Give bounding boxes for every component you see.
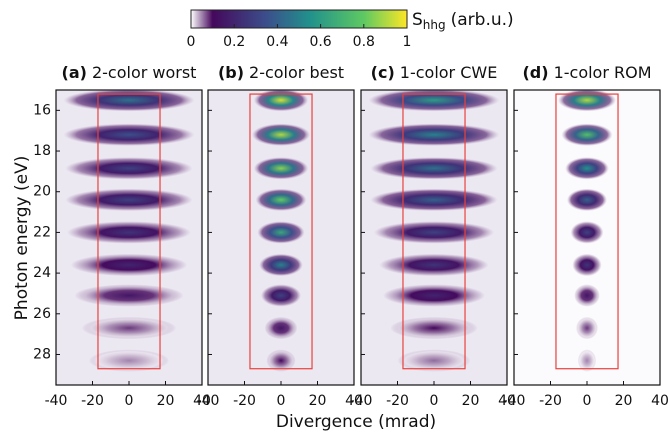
colorbar-tick-label: 0.8 <box>353 34 375 50</box>
y-tick-label: 22 <box>33 224 51 240</box>
colorbar-tick-label: 0.4 <box>266 34 288 50</box>
harmonic <box>253 90 309 112</box>
harmonic <box>255 188 307 212</box>
colorbar-tick-label: 1 <box>403 34 412 50</box>
harmonic <box>74 284 184 307</box>
roi-box <box>402 93 466 370</box>
colorbar <box>190 9 408 29</box>
y-tick-label: 18 <box>33 143 51 159</box>
panel-tag: (d) <box>522 63 548 82</box>
panel-name: 1-color CWE <box>400 63 498 82</box>
harmonic <box>264 316 298 340</box>
harmonic <box>566 188 608 212</box>
x-tick-label: -20 <box>81 393 104 409</box>
heatmap <box>368 90 500 372</box>
x-tick-label: -20 <box>539 393 562 409</box>
x-tick-label: 0 <box>125 393 134 409</box>
panel-tag: (c) <box>371 63 395 82</box>
harmonic <box>260 284 302 307</box>
harmonic <box>370 157 498 180</box>
colorbar-unit: (arb.u.) <box>451 10 514 30</box>
y-tick-label: 28 <box>33 346 51 362</box>
panel-name: 1-color ROM <box>554 63 652 82</box>
x-tick-label: 40 <box>651 393 669 409</box>
harmonic <box>251 123 311 146</box>
panel-tag: (b) <box>218 63 244 82</box>
harmonic <box>570 221 604 244</box>
x-tick-label: 0 <box>583 393 592 409</box>
harmonic <box>259 253 303 277</box>
harmonic <box>370 188 498 212</box>
heatmap <box>63 90 195 372</box>
x-axis-label: Divergence (mrad) <box>276 412 436 432</box>
y-axis-label: Photon energy (eV) <box>12 156 32 321</box>
x-tick-label: 20 <box>309 393 327 409</box>
colorbar-tick-label: 0.6 <box>309 34 331 50</box>
colorbar-tick-label: 0.2 <box>223 34 245 50</box>
y-tick-label: 16 <box>33 102 51 118</box>
colorbar-label: Shhg (arb.u.) <box>412 10 514 32</box>
harmonic <box>373 221 495 244</box>
harmonic <box>63 90 195 112</box>
x-tick-label: -20 <box>233 393 256 409</box>
roi-box <box>249 93 313 370</box>
harmonic <box>574 284 600 307</box>
x-tick-label: 40 <box>193 393 211 409</box>
harmonic <box>397 349 471 372</box>
harmonic <box>66 221 192 244</box>
x-tick-label: 0 <box>277 393 286 409</box>
harmonic <box>368 90 500 112</box>
x-tick-label: 40 <box>345 393 363 409</box>
panel-title: (b) 2-color best <box>218 63 344 82</box>
panel-name: 2-color worst <box>92 63 197 82</box>
harmonic <box>561 123 613 146</box>
harmonic <box>257 221 305 244</box>
harmonic <box>81 316 177 340</box>
x-tick-label: -40 <box>503 393 526 409</box>
x-tick-label: -40 <box>45 393 68 409</box>
x-tick-label: 20 <box>615 393 633 409</box>
y-tick-label: 20 <box>33 184 51 200</box>
x-tick-label: -40 <box>350 393 373 409</box>
x-tick-label: -20 <box>386 393 409 409</box>
harmonic <box>266 349 296 372</box>
harmonic <box>65 157 193 180</box>
harmonic <box>70 253 188 277</box>
y-tick-label: 26 <box>33 306 51 322</box>
x-tick-label: 20 <box>462 393 480 409</box>
colorbar-symbol: S <box>412 10 423 30</box>
harmonic <box>565 157 609 180</box>
roi-box <box>555 93 619 370</box>
panel-title: (c) 1-color CWE <box>371 63 498 82</box>
harmonic <box>65 188 193 212</box>
x-tick-label: 20 <box>157 393 175 409</box>
y-tick-label: 24 <box>33 265 51 281</box>
colorbar-subscript: hhg <box>423 18 446 32</box>
x-tick-label: 40 <box>498 393 516 409</box>
harmonic <box>572 253 602 277</box>
roi-box <box>97 93 161 370</box>
harmonic <box>576 316 598 340</box>
harmonic <box>577 349 597 372</box>
harmonic <box>382 284 486 307</box>
harmonic <box>557 90 617 112</box>
harmonic <box>88 349 170 372</box>
panel-title: (d) 1-color ROM <box>522 63 651 82</box>
panel-tag: (a) <box>62 63 87 82</box>
heatmap <box>251 90 311 372</box>
harmonic <box>379 253 489 277</box>
harmonic <box>63 123 195 146</box>
harmonic <box>390 316 478 340</box>
panel-name: 2-color best <box>249 63 344 82</box>
heatmap <box>557 90 617 372</box>
colorbar-tick-label: 0 <box>187 34 196 50</box>
x-tick-label: -40 <box>197 393 220 409</box>
harmonic <box>253 157 309 180</box>
harmonic <box>368 123 500 146</box>
x-tick-label: 0 <box>430 393 439 409</box>
panel-title: (a) 2-color worst <box>62 63 197 82</box>
